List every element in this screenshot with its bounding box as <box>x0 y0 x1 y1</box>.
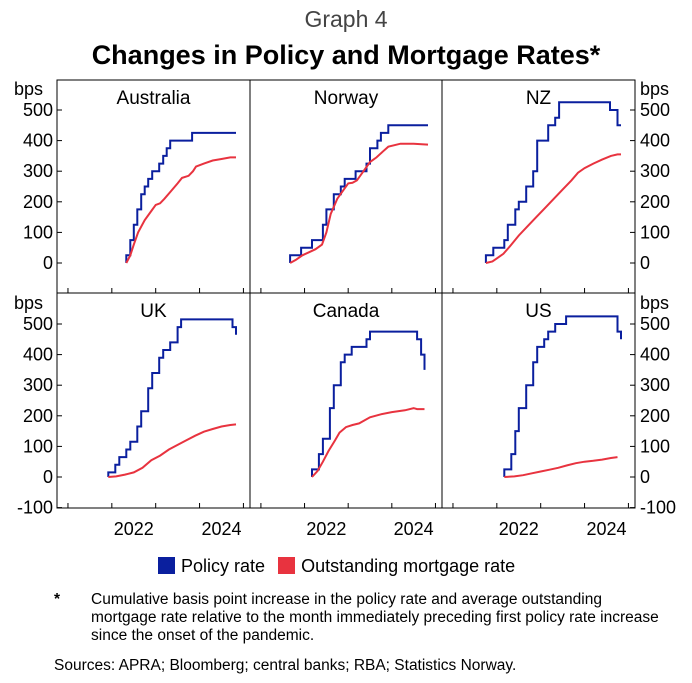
y-tick-label: 100 <box>23 436 53 456</box>
series-line-mortgage-rate <box>311 407 425 478</box>
series-line-policy-rate <box>484 101 621 263</box>
y-axis-unit-label: bps <box>14 79 43 99</box>
legend-label-policy-rate: Policy rate <box>181 556 266 576</box>
series-line-mortgage-rate <box>108 423 237 478</box>
series-line-policy-rate <box>125 131 236 263</box>
y-tick-label: -100 <box>640 498 676 518</box>
legend-swatch-mortgage-rate <box>278 557 296 574</box>
legend-label-mortgage-rate: Outstanding mortgage rate <box>301 556 516 576</box>
x-tick-label: 2024 <box>394 519 434 539</box>
y-tick-label: 200 <box>640 192 670 212</box>
x-tick-label: 2022 <box>499 519 539 539</box>
y-axis-unit-label: bps <box>640 293 669 313</box>
chart-title: Changes in Policy and Mortgage Rates* <box>91 40 601 70</box>
y-tick-label: 500 <box>23 100 53 120</box>
series-line-policy-rate <box>311 330 426 477</box>
legend-item-policy-rate: Policy rate <box>158 556 265 577</box>
y-tick-label: 0 <box>43 467 53 487</box>
y-tick-label: 100 <box>640 222 670 242</box>
footnote-text: Cumulative basis point increase in the p… <box>91 591 659 644</box>
y-tick-label: 200 <box>23 192 53 212</box>
y-tick-label: 100 <box>23 222 53 242</box>
panel-title: Australia <box>117 88 191 109</box>
series-line-policy-rate <box>289 124 428 263</box>
x-tick-label: 2024 <box>586 519 626 539</box>
series-line-mortgage-rate <box>289 142 429 264</box>
panel-title: Canada <box>313 301 380 322</box>
y-tick-label: 400 <box>23 345 53 365</box>
y-tick-label: 500 <box>23 314 53 334</box>
y-tick-label: 100 <box>640 436 670 456</box>
plot-frame <box>56 79 636 509</box>
panel-title: UK <box>140 301 167 322</box>
y-tick-label: 400 <box>640 345 670 365</box>
series-line-mortgage-rate <box>485 153 621 264</box>
y-axis-unit-label: bps <box>640 79 669 99</box>
legend: Policy rate Outstanding mortgage rate <box>158 556 523 577</box>
y-tick-label: 400 <box>23 131 53 151</box>
panel-title: NZ <box>526 88 552 109</box>
x-tick-label: 2022 <box>306 519 346 539</box>
y-tick-label: 500 <box>640 100 670 120</box>
y-tick-label: 200 <box>640 406 670 426</box>
footnote-marker: * <box>54 591 61 608</box>
y-tick-label: 300 <box>23 161 53 181</box>
series-line-mortgage-rate <box>504 456 618 478</box>
graph-label: Graph 4 <box>304 6 388 32</box>
y-tick-label: -100 <box>17 498 53 518</box>
series-line-mortgage-rate <box>125 156 236 264</box>
y-tick-label: 400 <box>640 131 670 151</box>
x-tick-label: 2024 <box>201 519 241 539</box>
y-tick-label: 300 <box>640 161 670 181</box>
panel-title: Norway <box>314 88 379 109</box>
sources-note: Sources: APRA; Bloomberg; central banks;… <box>54 657 517 674</box>
series-line-policy-rate <box>503 315 622 477</box>
y-tick-label: 0 <box>640 467 650 487</box>
y-tick-label: 500 <box>640 314 670 334</box>
x-tick-label: 2022 <box>114 519 154 539</box>
y-tick-label: 0 <box>43 253 53 273</box>
series-line-policy-rate <box>107 318 237 477</box>
legend-item-mortgage-rate: Outstanding mortgage rate <box>278 556 515 577</box>
y-tick-label: 300 <box>23 375 53 395</box>
legend-swatch-policy-rate <box>158 557 175 574</box>
y-tick-label: 300 <box>640 375 670 395</box>
y-tick-label: 200 <box>23 406 53 426</box>
panel-title: US <box>525 301 551 322</box>
y-tick-label: 0 <box>640 253 650 273</box>
y-axis-unit-label: bps <box>14 293 43 313</box>
